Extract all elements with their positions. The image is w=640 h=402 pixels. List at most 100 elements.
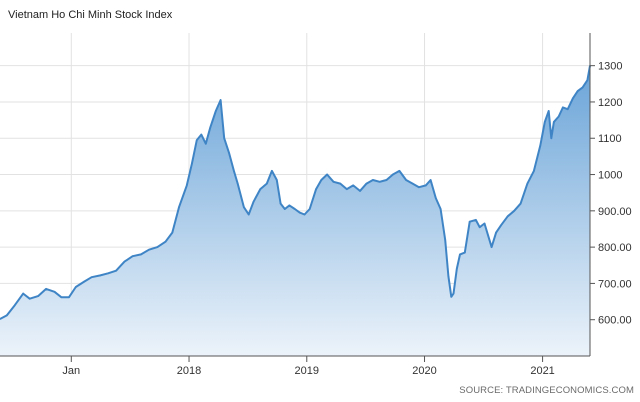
data-point — [359, 190, 361, 192]
data-point — [276, 179, 278, 181]
data-point — [550, 137, 553, 139]
data-point — [339, 182, 342, 185]
data-point — [215, 110, 217, 112]
data-point — [586, 79, 589, 81]
data-point — [346, 188, 348, 190]
data-point — [228, 152, 230, 154]
data-point — [405, 179, 407, 181]
data-point — [45, 288, 47, 290]
data-point — [186, 184, 188, 187]
y-tick-label: 600.00 — [598, 315, 632, 327]
data-point — [243, 206, 245, 208]
data-point — [447, 275, 450, 278]
data-point — [557, 115, 560, 118]
data-point — [562, 106, 564, 109]
data-point — [131, 255, 134, 257]
series-layer — [0, 64, 591, 356]
data-point — [439, 208, 442, 210]
data-point — [444, 239, 447, 241]
data-point — [53, 291, 56, 293]
data-point — [425, 184, 427, 187]
data-point — [271, 170, 273, 172]
data-point — [171, 231, 174, 234]
data-point — [75, 286, 77, 288]
data-point — [233, 170, 235, 172]
data-point — [352, 184, 355, 187]
data-point — [37, 295, 39, 297]
data-point — [500, 224, 502, 227]
data-point — [191, 162, 193, 165]
data-point — [68, 296, 70, 299]
data-point — [308, 208, 311, 210]
data-point — [0, 318, 1, 320]
data-point — [478, 226, 481, 228]
data-point — [236, 182, 239, 185]
data-point — [332, 181, 335, 183]
data-point — [107, 272, 109, 275]
data-point — [365, 182, 368, 185]
data-point — [156, 246, 159, 248]
y-tick-label: 1000 — [598, 170, 622, 182]
data-point — [259, 188, 262, 190]
data-point — [28, 297, 31, 300]
data-point — [279, 202, 282, 205]
data-point — [200, 133, 203, 136]
data-point — [398, 170, 401, 172]
data-point — [411, 182, 414, 185]
y-tick-label: 1200 — [598, 97, 622, 109]
x-tick-label: 2019 — [295, 365, 319, 377]
data-point — [572, 97, 574, 100]
data-point — [320, 179, 323, 181]
data-point — [326, 173, 328, 176]
source-note: SOURCE: TRADINGECONOMICS.COM — [459, 385, 634, 396]
data-point — [566, 108, 569, 110]
data-point — [452, 292, 455, 295]
data-point — [526, 182, 529, 185]
data-point — [459, 253, 461, 256]
data-point — [14, 304, 16, 307]
y-tick-label: 1300 — [598, 61, 622, 73]
data-point — [581, 86, 584, 89]
data-point — [288, 204, 291, 207]
x-tick-labels: Jan 2018 2019 2020 2021 — [62, 365, 554, 377]
data-point — [513, 210, 515, 212]
data-point — [90, 276, 93, 279]
data-point — [315, 188, 317, 190]
data-point — [99, 274, 102, 277]
chart-title: Vietnam Ho Chi Minh Stock Index — [8, 9, 173, 21]
data-point — [418, 186, 420, 188]
data-point — [385, 179, 388, 181]
data-point — [252, 201, 255, 203]
data-point — [196, 139, 198, 141]
data-point — [83, 280, 85, 283]
data-point — [298, 211, 301, 214]
y-tick-label: 900.00 — [598, 206, 632, 218]
data-point — [392, 173, 394, 176]
y-tick-labels: 600.00 700.00 800.00 900.00 1000 1100 1200 1300 — [598, 61, 632, 327]
y-tick-label: 800.00 — [598, 242, 632, 254]
data-point — [468, 220, 471, 223]
data-point — [450, 296, 453, 298]
data-point — [464, 251, 466, 254]
data-point — [115, 269, 117, 272]
y-tick-label: 1100 — [598, 133, 622, 145]
x-tick-label: 2020 — [412, 365, 436, 377]
series-area — [0, 65, 590, 356]
x-tick-label: 2018 — [177, 365, 201, 377]
data-point — [475, 219, 477, 221]
data-point — [123, 260, 126, 263]
data-point — [547, 110, 550, 112]
data-point — [22, 292, 25, 295]
data-point — [6, 314, 8, 317]
data-point — [294, 208, 296, 210]
data-point — [456, 268, 458, 270]
data-point — [266, 182, 268, 185]
x-tick-label: Jan — [62, 365, 80, 377]
data-point — [495, 231, 497, 234]
data-point — [178, 206, 180, 208]
data-point — [223, 137, 225, 139]
data-point — [533, 170, 535, 172]
data-point — [490, 246, 493, 248]
data-point — [164, 240, 167, 243]
